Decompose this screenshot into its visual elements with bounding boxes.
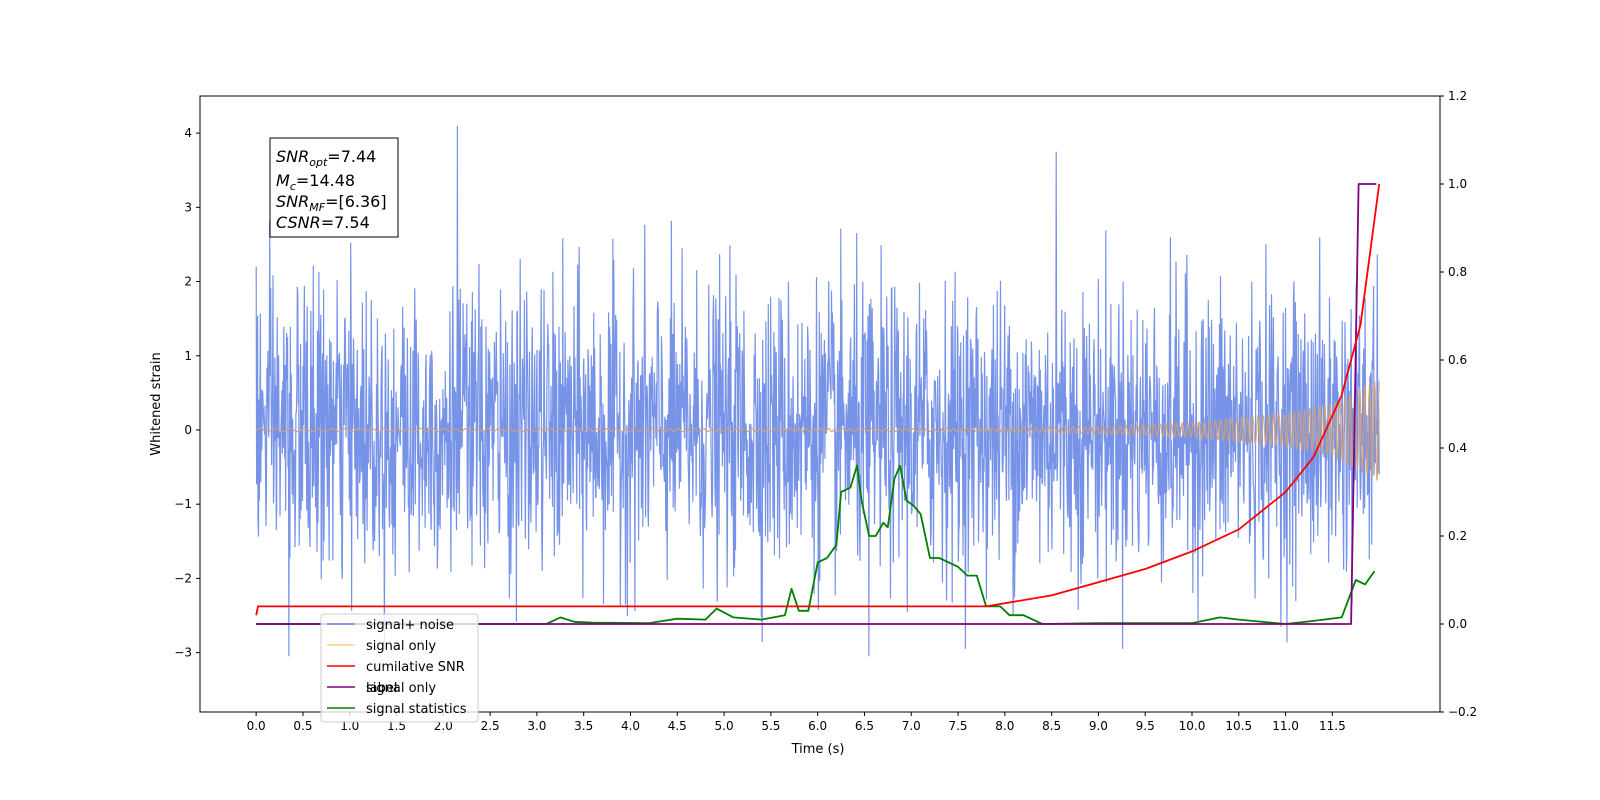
x-tick-label: 7.0 [902,719,921,733]
x-axis-label: Time (s) [791,742,845,757]
x-tick-label: 4.5 [668,719,687,733]
x-tick-label: 0.5 [293,719,312,733]
x-tick-label: 0.0 [247,719,266,733]
series-signal-noise [255,125,1380,657]
x-tick-label: 8.5 [1042,719,1061,733]
x-tick-label: 3.0 [527,719,546,733]
y-axis-right: −0.2 0.0 0.2 0.4 0.6 0.8 1.0 1.2 [1440,89,1477,719]
legend-occluded-text: signal only [366,681,436,696]
annotation-mc: Mc=14.48 [276,171,355,193]
y-tick-label-right: 1.0 [1448,177,1467,191]
y-axis-label: Whitened strain [149,352,164,455]
series-cumulative-snr [255,183,1381,616]
x-tick-label: 4.0 [621,719,640,733]
legend-label-signal-statistics: signal statistics [366,702,467,717]
y-tick-label-left: 4 [184,126,192,140]
x-tick-label: 9.5 [1136,719,1155,733]
y-tick-label-right: 0.4 [1448,441,1467,455]
y-tick-label-left: 2 [184,275,192,289]
x-tick-label: 2.5 [481,719,500,733]
x-tick-label: 10.0 [1179,719,1206,733]
annotation-csnr: CSNR=7.54 [276,213,370,232]
series-signal-only [255,380,1380,481]
y-tick-label-right: −0.2 [1448,705,1477,719]
y-tick-label-left: −1 [174,497,192,511]
legend-label-signal-only: signal only [366,639,436,654]
annotation-box: SNRopt=7.44 Mc=14.48 SNRMF=[6.36] CSNR=7… [269,137,399,238]
x-tick-label: 3.5 [574,719,593,733]
x-tick-label: 6.5 [855,719,874,733]
x-tick-label: 5.5 [761,719,780,733]
y-tick-label-right: 0.8 [1448,265,1467,279]
annotation-snr-opt: SNRopt=7.44 [276,147,376,169]
legend-label-signal-noise: signal+ noise [366,618,454,633]
y-axis-left: −3 −2 −1 0 1 2 3 4 [174,126,200,660]
y-tick-label-left: 0 [184,423,192,437]
y-tick-label-right: 0.2 [1448,529,1467,543]
y-tick-label-left: −2 [174,571,192,585]
x-tick-label: 8.0 [995,719,1014,733]
legend-label-cumulative-snr: cumilative SNR [366,660,465,675]
x-tick-label: 6.0 [808,719,827,733]
x-tick-label: 10.5 [1225,719,1252,733]
series-label [256,183,1377,625]
plot-frame [199,95,1441,713]
y-tick-label-left: 1 [184,349,192,363]
x-tick-label: 5.0 [715,719,734,733]
y-tick-label-right: 0.6 [1448,353,1467,367]
y-tick-label-right: 1.2 [1448,89,1467,103]
y-tick-label-left: 3 [184,200,192,214]
annotation-snr-mf: SNRMF=[6.36] [276,192,387,214]
legend: signal+ noise signal only cumilative SNR… [320,613,479,723]
y-tick-label-left: −3 [174,646,192,660]
x-tick-label: 7.5 [948,719,967,733]
x-tick-label: 11.5 [1319,719,1346,733]
x-tick-label: 9.0 [1089,719,1108,733]
y-tick-label-right: 0.0 [1448,617,1467,631]
x-tick-label: 11.0 [1272,719,1299,733]
legend-label-label: label [366,681,397,696]
